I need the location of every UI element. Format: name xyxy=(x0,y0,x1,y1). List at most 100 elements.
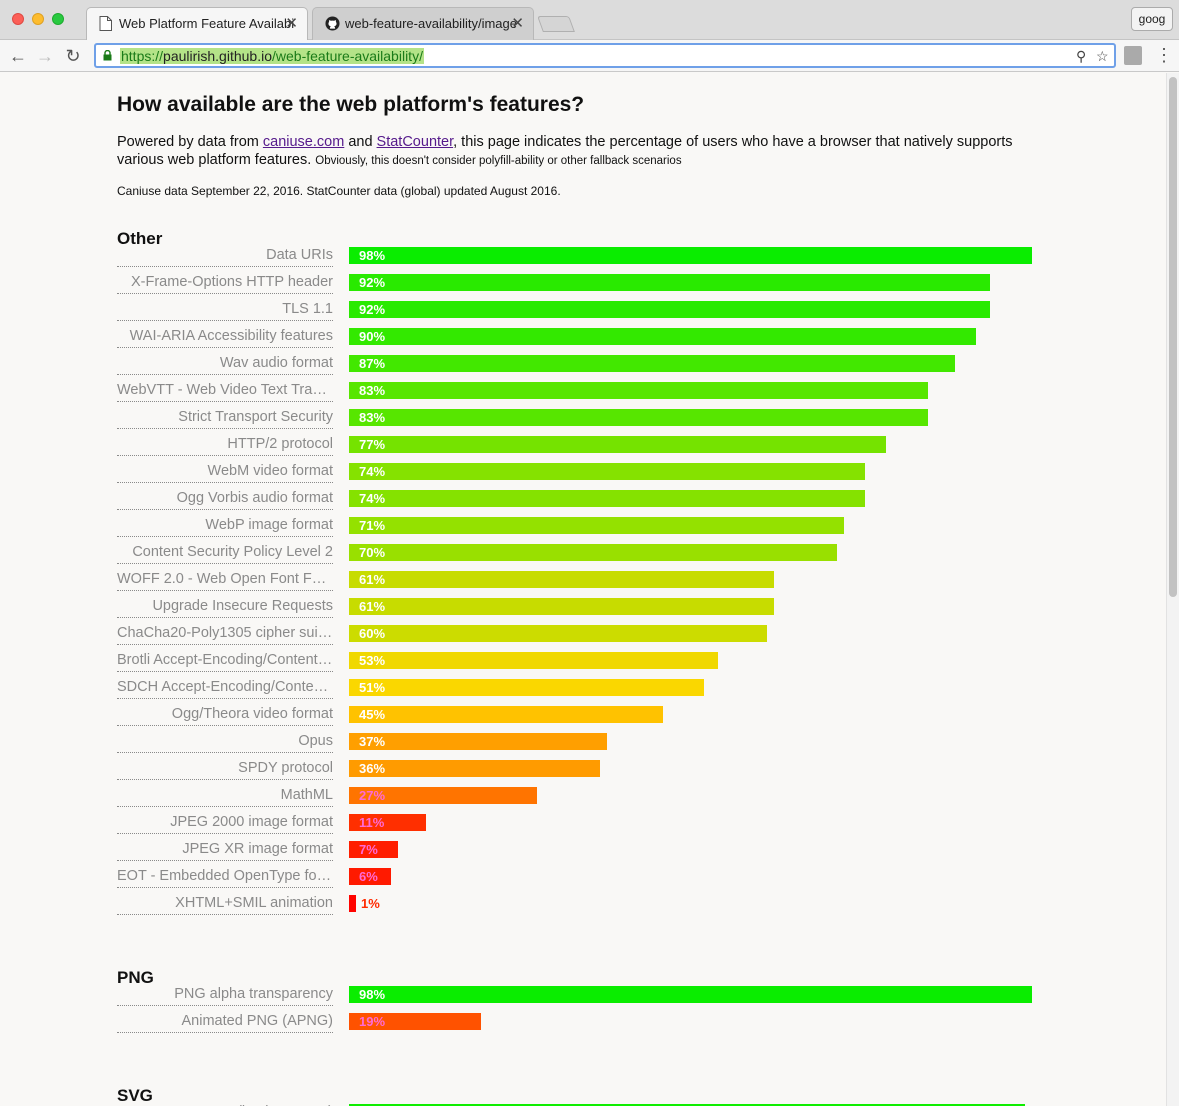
scrollbar-thumb[interactable] xyxy=(1169,77,1177,597)
forward-arrow-icon[interactable]: → xyxy=(36,46,54,66)
feature-label[interactable]: Upgrade Insecure Requests xyxy=(117,598,333,618)
extension-icon[interactable] xyxy=(1124,46,1142,65)
availability-percent: 27% xyxy=(359,788,386,803)
feature-row[interactable]: Ogg Vorbis audio format 74% xyxy=(117,490,1037,517)
zoom-icon[interactable]: ⚲ xyxy=(1076,48,1087,64)
feature-label[interactable]: Animated PNG (APNG) xyxy=(117,1013,333,1033)
availability-percent: 98% xyxy=(359,987,386,1002)
feature-row[interactable]: PNG alpha transparency 98% xyxy=(117,986,1037,1013)
tab-title: web-feature-availability/image xyxy=(345,16,517,31)
feature-label[interactable]: WebP image format xyxy=(117,517,333,537)
feature-label[interactable]: Data URIs xyxy=(117,247,333,267)
availability-percent: 45% xyxy=(359,707,386,722)
availability-percent: 74% xyxy=(359,464,386,479)
browser-titlebar: Web Platform Feature Availabil ✕ web-fea… xyxy=(0,0,1179,41)
new-tab-button[interactable] xyxy=(537,16,575,32)
feature-label[interactable]: Wav audio format xyxy=(117,355,333,375)
feature-label[interactable]: Opus xyxy=(117,733,333,753)
feature-label[interactable]: WebM video format xyxy=(117,463,333,483)
intro-text: Powered by data from caniuse.com and Sta… xyxy=(117,134,1037,170)
availability-percent: 19% xyxy=(359,1014,386,1029)
feature-label[interactable]: Ogg/Theora video format xyxy=(117,706,333,726)
profile-button[interactable]: goog xyxy=(1131,7,1173,31)
feature-row[interactable]: MathML 27% xyxy=(117,787,1037,814)
feature-row[interactable]: HTTP/2 protocol 77% xyxy=(117,436,1037,463)
availability-percent: 77% xyxy=(359,437,386,452)
tab-title: Web Platform Feature Availabil xyxy=(119,16,294,31)
feature-row[interactable]: TLS 1.1 92% xyxy=(117,301,1037,328)
feature-label[interactable]: JPEG 2000 image format xyxy=(117,814,333,834)
feature-row[interactable]: JPEG 2000 image format 11% xyxy=(117,814,1037,841)
feature-label[interactable]: TLS 1.1 xyxy=(117,301,333,321)
availability-percent: 83% xyxy=(359,383,386,398)
tab-github-repo[interactable]: web-feature-availability/image ✕ xyxy=(312,7,534,40)
availability-percent: 7% xyxy=(359,842,378,857)
close-window-button[interactable] xyxy=(12,13,24,25)
maximize-window-button[interactable] xyxy=(52,13,64,25)
statcounter-link[interactable]: StatCounter xyxy=(376,134,454,150)
feature-label[interactable]: XHTML+SMIL animation xyxy=(117,895,333,915)
close-tab-icon[interactable]: ✕ xyxy=(511,15,524,32)
feature-label[interactable]: MathML xyxy=(117,787,333,807)
intro-suffix: , this page indicates the percentage of … xyxy=(117,134,1013,168)
availability-percent: 74% xyxy=(359,491,386,506)
caniuse-link[interactable]: caniuse.com xyxy=(262,134,345,150)
address-bar[interactable]: https://paulirish.github.io/web-feature-… xyxy=(94,43,1116,68)
feature-row[interactable]: SDCH Accept-Encoding/Content... 51% xyxy=(117,679,1037,706)
feature-label[interactable]: Strict Transport Security xyxy=(117,409,333,429)
feature-label[interactable]: PNG alpha transparency xyxy=(117,986,333,1006)
bookmark-star-icon[interactable]: ☆ xyxy=(1096,48,1109,64)
minimize-window-button[interactable] xyxy=(32,13,44,25)
availability-percent: 37% xyxy=(359,734,386,749)
close-tab-icon[interactable]: ✕ xyxy=(285,15,298,32)
feature-label[interactable]: EOT - Embedded OpenType fonts xyxy=(117,868,333,888)
feature-row[interactable]: Upgrade Insecure Requests 61% xyxy=(117,598,1037,625)
menu-icon[interactable]: ⋮ xyxy=(1155,45,1173,65)
feature-row[interactable]: Opus 37% xyxy=(117,733,1037,760)
feature-label[interactable]: Ogg Vorbis audio format xyxy=(117,490,333,510)
availability-bar: 61% xyxy=(349,598,774,615)
feature-row[interactable]: WAI-ARIA Accessibility features 90% xyxy=(117,328,1037,355)
feature-label[interactable]: WebVTT - Web Video Text Tracks xyxy=(117,382,333,402)
feature-row[interactable]: Content Security Policy Level 2 70% xyxy=(117,544,1037,571)
feature-label[interactable]: WAI-ARIA Accessibility features xyxy=(117,328,333,348)
availability-bar: 6% xyxy=(349,868,391,885)
page-scrollbar[interactable] xyxy=(1166,73,1179,1106)
availability-bar: 83% xyxy=(349,382,928,399)
feature-row[interactable]: EOT - Embedded OpenType fonts 6% xyxy=(117,868,1037,895)
feature-row[interactable]: WOFF 2.0 - Web Open Font For... 61% xyxy=(117,571,1037,598)
feature-label[interactable]: SDCH Accept-Encoding/Content... xyxy=(117,679,333,699)
tab-web-platform-feature[interactable]: Web Platform Feature Availabil ✕ xyxy=(86,7,308,41)
feature-row[interactable]: XHTML+SMIL animation 1% xyxy=(117,895,1037,922)
feature-row[interactable]: X-Frame-Options HTTP header 92% xyxy=(117,274,1037,301)
availability-percent: 36% xyxy=(359,761,386,776)
intro-prefix: Powered by data from xyxy=(117,134,263,150)
feature-row[interactable]: Data URIs 98% xyxy=(117,247,1037,274)
feature-label[interactable]: Brotli Accept-Encoding/Content-... xyxy=(117,652,333,672)
feature-row[interactable]: WebVTT - Web Video Text Tracks 83% xyxy=(117,382,1037,409)
feature-row[interactable]: JPEG XR image format 7% xyxy=(117,841,1037,868)
feature-row[interactable]: Animated PNG (APNG) 19% xyxy=(117,1013,1037,1040)
feature-label[interactable]: X-Frame-Options HTTP header xyxy=(117,274,333,294)
availability-percent: 92% xyxy=(359,302,386,317)
back-arrow-icon[interactable]: ← xyxy=(9,46,27,66)
feature-label[interactable]: ChaCha20-Poly1305 cipher suit... xyxy=(117,625,333,645)
feature-label[interactable]: JPEG XR image format xyxy=(117,841,333,861)
feature-row[interactable]: ChaCha20-Poly1305 cipher suit... 60% xyxy=(117,625,1037,652)
feature-row[interactable]: WebP image format 71% xyxy=(117,517,1037,544)
feature-label[interactable]: WOFF 2.0 - Web Open Font For... xyxy=(117,571,333,591)
feature-label[interactable]: SPDY protocol xyxy=(117,760,333,780)
feature-label[interactable]: HTTP/2 protocol xyxy=(117,436,333,456)
availability-percent: 11% xyxy=(359,815,385,830)
availability-bar: 92% xyxy=(349,274,990,291)
feature-row[interactable]: Strict Transport Security 83% xyxy=(117,409,1037,436)
reload-icon[interactable]: ↻ xyxy=(65,46,81,66)
feature-label[interactable]: Content Security Policy Level 2 xyxy=(117,544,333,564)
availability-percent: 51% xyxy=(359,680,386,695)
feature-row[interactable]: Ogg/Theora video format 45% xyxy=(117,706,1037,733)
feature-row[interactable]: Brotli Accept-Encoding/Content-... 53% xyxy=(117,652,1037,679)
availability-percent: 83% xyxy=(359,410,386,425)
feature-row[interactable]: SPDY protocol 36% xyxy=(117,760,1037,787)
feature-row[interactable]: WebM video format 74% xyxy=(117,463,1037,490)
feature-row[interactable]: Wav audio format 87% xyxy=(117,355,1037,382)
